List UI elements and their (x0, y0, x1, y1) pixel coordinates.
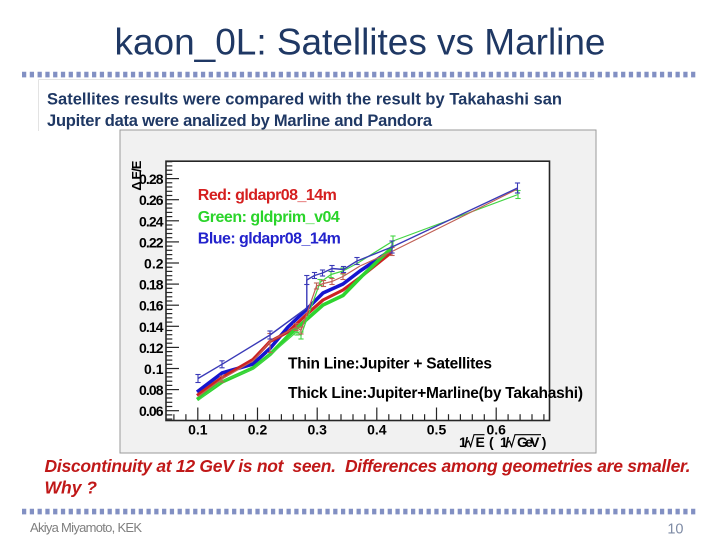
svg-text:GeV: GeV (517, 434, 540, 450)
svg-text:/: / (505, 434, 509, 450)
svg-text:0.6: 0.6 (486, 422, 506, 438)
svg-text:E: E (476, 434, 485, 450)
svg-text:0.4: 0.4 (367, 422, 387, 438)
svg-text:1: 1 (459, 434, 467, 450)
svg-text:0.24: 0.24 (139, 213, 164, 229)
svg-text:0.08: 0.08 (139, 382, 164, 398)
svg-text:Green: gldprim_v04: Green: gldprim_v04 (198, 209, 340, 226)
svg-text:kaon_0L: Satellites vs Marline: kaon_0L: Satellites vs Marline (115, 22, 606, 63)
svg-text:Thin Line:Jupiter + Satellites: Thin Line:Jupiter + Satellites (288, 355, 492, 372)
svg-text:0.5: 0.5 (427, 422, 447, 438)
svg-text:10: 10 (667, 522, 683, 538)
svg-text:Akiya Miyamoto, KEK: Akiya Miyamoto, KEK (30, 520, 142, 535)
svg-text:0.1: 0.1 (144, 361, 164, 377)
svg-text:0.28: 0.28 (139, 171, 164, 187)
svg-text:Jupiter data were analized by: Jupiter data were analized by Marline an… (47, 112, 433, 130)
svg-text:Discontinuity at 12 GeV is not: Discontinuity at 12 GeV is not seen. Dif… (45, 456, 691, 476)
svg-text:0.18: 0.18 (139, 277, 164, 293)
svg-text:): ) (542, 434, 547, 450)
svg-text:Blue: gldapr08_14m: Blue: gldapr08_14m (198, 230, 341, 247)
svg-text:0.06: 0.06 (139, 403, 164, 419)
svg-text:0.3: 0.3 (307, 422, 327, 438)
svg-text:/: / (464, 434, 468, 450)
svg-text:Satellites results were compar: Satellites results were compared with th… (47, 91, 562, 109)
svg-text:0.12: 0.12 (139, 340, 164, 356)
svg-text:Thick Line:Jupiter+Marline(by: Thick Line:Jupiter+Marline(by Takahashi) (288, 385, 583, 402)
svg-text:0.16: 0.16 (139, 298, 164, 314)
svg-text:Red: gldapr08_14m: Red: gldapr08_14m (198, 187, 337, 204)
svg-text:Δ E/E: Δ E/E (129, 160, 144, 190)
svg-text:0.14: 0.14 (139, 319, 164, 335)
svg-text:0.26: 0.26 (139, 192, 164, 208)
svg-text:0.2: 0.2 (248, 422, 268, 438)
svg-text:1: 1 (500, 434, 508, 450)
svg-text:0.2: 0.2 (144, 256, 164, 272)
svg-text:0.22: 0.22 (139, 234, 164, 250)
svg-text:Why ?: Why ? (45, 477, 98, 497)
svg-text:0.1: 0.1 (188, 422, 208, 438)
svg-text:(: ( (489, 434, 494, 450)
